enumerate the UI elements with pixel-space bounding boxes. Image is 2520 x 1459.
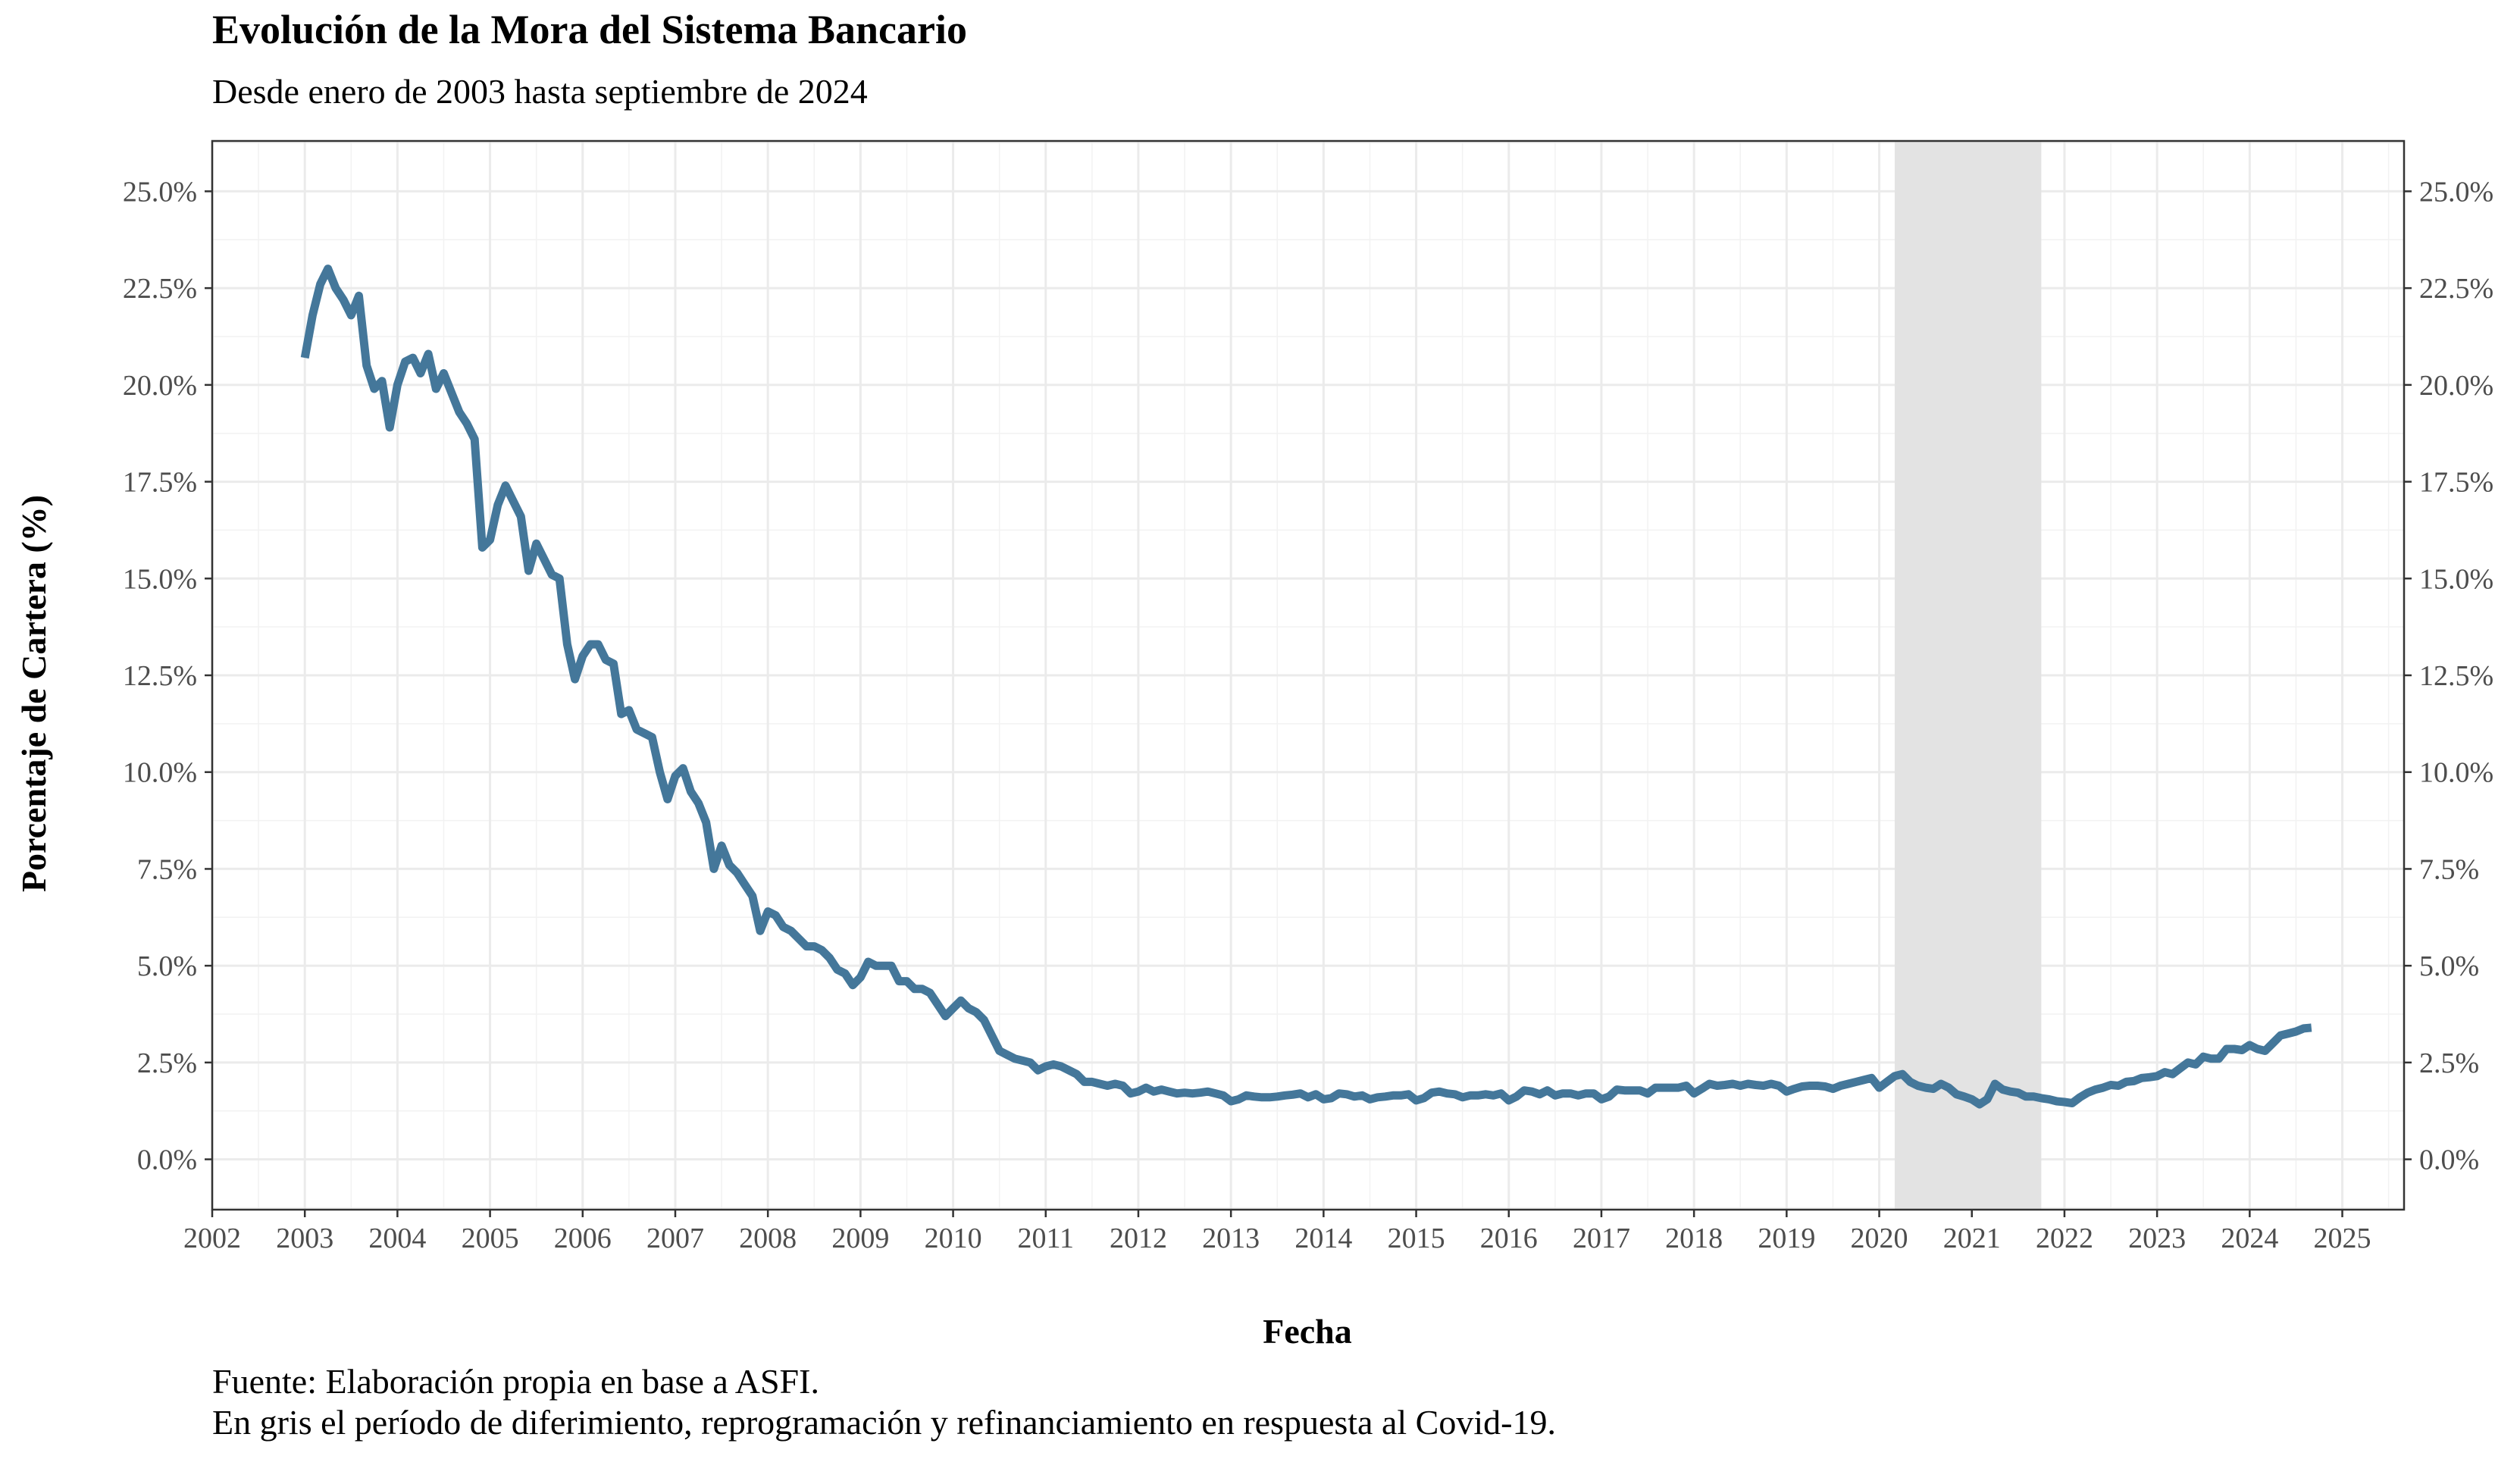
y-tick-label-left: 2.5%	[137, 1047, 197, 1079]
x-tick-label: 2007	[646, 1223, 704, 1254]
mora-series-line	[300, 265, 2312, 1109]
x-tick-label: 2023	[2128, 1223, 2186, 1254]
y-tick-label-left: 17.5%	[123, 467, 197, 499]
y-tick-label-right: 22.5%	[2419, 273, 2493, 305]
y-tick-label-left: 15.0%	[123, 563, 197, 595]
y-tick-label-left: 12.5%	[123, 660, 197, 692]
y-tick-label-right: 0.0%	[2419, 1144, 2479, 1176]
y-tick-label-right: 10.0%	[2419, 757, 2493, 789]
x-tick-label: 2020	[1851, 1223, 1908, 1254]
x-tick-label: 2021	[1943, 1223, 2001, 1254]
y-tick-label-left: 25.0%	[123, 176, 197, 208]
y-tick-label-left: 7.5%	[137, 853, 197, 885]
y-axis-title: Porcentaje de Cartera (%)	[14, 495, 53, 892]
caption-note: En gris el período de diferimiento, repr…	[212, 1403, 1556, 1442]
x-tick-label: 2022	[2036, 1223, 2093, 1254]
caption-source: Fuente: Elaboración propia en base a ASF…	[212, 1362, 819, 1401]
y-tick-label-left: 5.0%	[137, 950, 197, 982]
x-tick-label: 2006	[554, 1223, 612, 1254]
x-tick-label: 2025	[2314, 1223, 2371, 1254]
covid-shaded-region	[1894, 141, 2042, 1210]
y-tick-label-right: 17.5%	[2419, 467, 2493, 499]
x-tick-label: 2013	[1202, 1223, 1260, 1254]
y-tick-label-right: 20.0%	[2419, 370, 2493, 402]
x-tick-label: 2019	[1758, 1223, 1815, 1254]
x-tick-label: 2018	[1665, 1223, 1723, 1254]
y-tick-label-left: 20.0%	[123, 370, 197, 402]
chart-title: Evolución de la Mora del Sistema Bancari…	[212, 7, 967, 52]
x-tick-label: 2011	[1017, 1223, 1074, 1254]
x-tick-label: 2024	[2221, 1223, 2278, 1254]
x-tick-label: 2014	[1294, 1223, 1352, 1254]
x-tick-label: 2017	[1573, 1223, 1630, 1254]
x-tick-label: 2012	[1110, 1223, 1167, 1254]
y-tick-label-right: 15.0%	[2419, 563, 2493, 595]
y-tick-label-left: 10.0%	[123, 757, 197, 789]
y-tick-label-left: 0.0%	[137, 1144, 197, 1176]
x-tick-label: 2004	[368, 1223, 426, 1254]
x-tick-label: 2002	[183, 1223, 241, 1254]
x-tick-label: 2010	[925, 1223, 982, 1254]
x-tick-label: 2015	[1388, 1223, 1445, 1254]
y-tick-label-right: 2.5%	[2419, 1047, 2479, 1079]
y-tick-label-right: 12.5%	[2419, 660, 2493, 692]
chart-subtitle: Desde enero de 2003 hasta septiembre de …	[212, 72, 868, 111]
y-tick-label-left: 22.5%	[123, 273, 197, 305]
x-tick-label: 2009	[831, 1223, 889, 1254]
x-axis-title: Fecha	[1263, 1312, 1352, 1351]
x-tick-label: 2016	[1480, 1223, 1538, 1254]
x-tick-label: 2008	[739, 1223, 797, 1254]
y-tick-label-right: 5.0%	[2419, 950, 2479, 982]
x-tick-label: 2005	[462, 1223, 519, 1254]
x-tick-label: 2003	[276, 1223, 333, 1254]
y-tick-label-right: 25.0%	[2419, 176, 2493, 208]
y-tick-label-right: 7.5%	[2419, 853, 2479, 885]
